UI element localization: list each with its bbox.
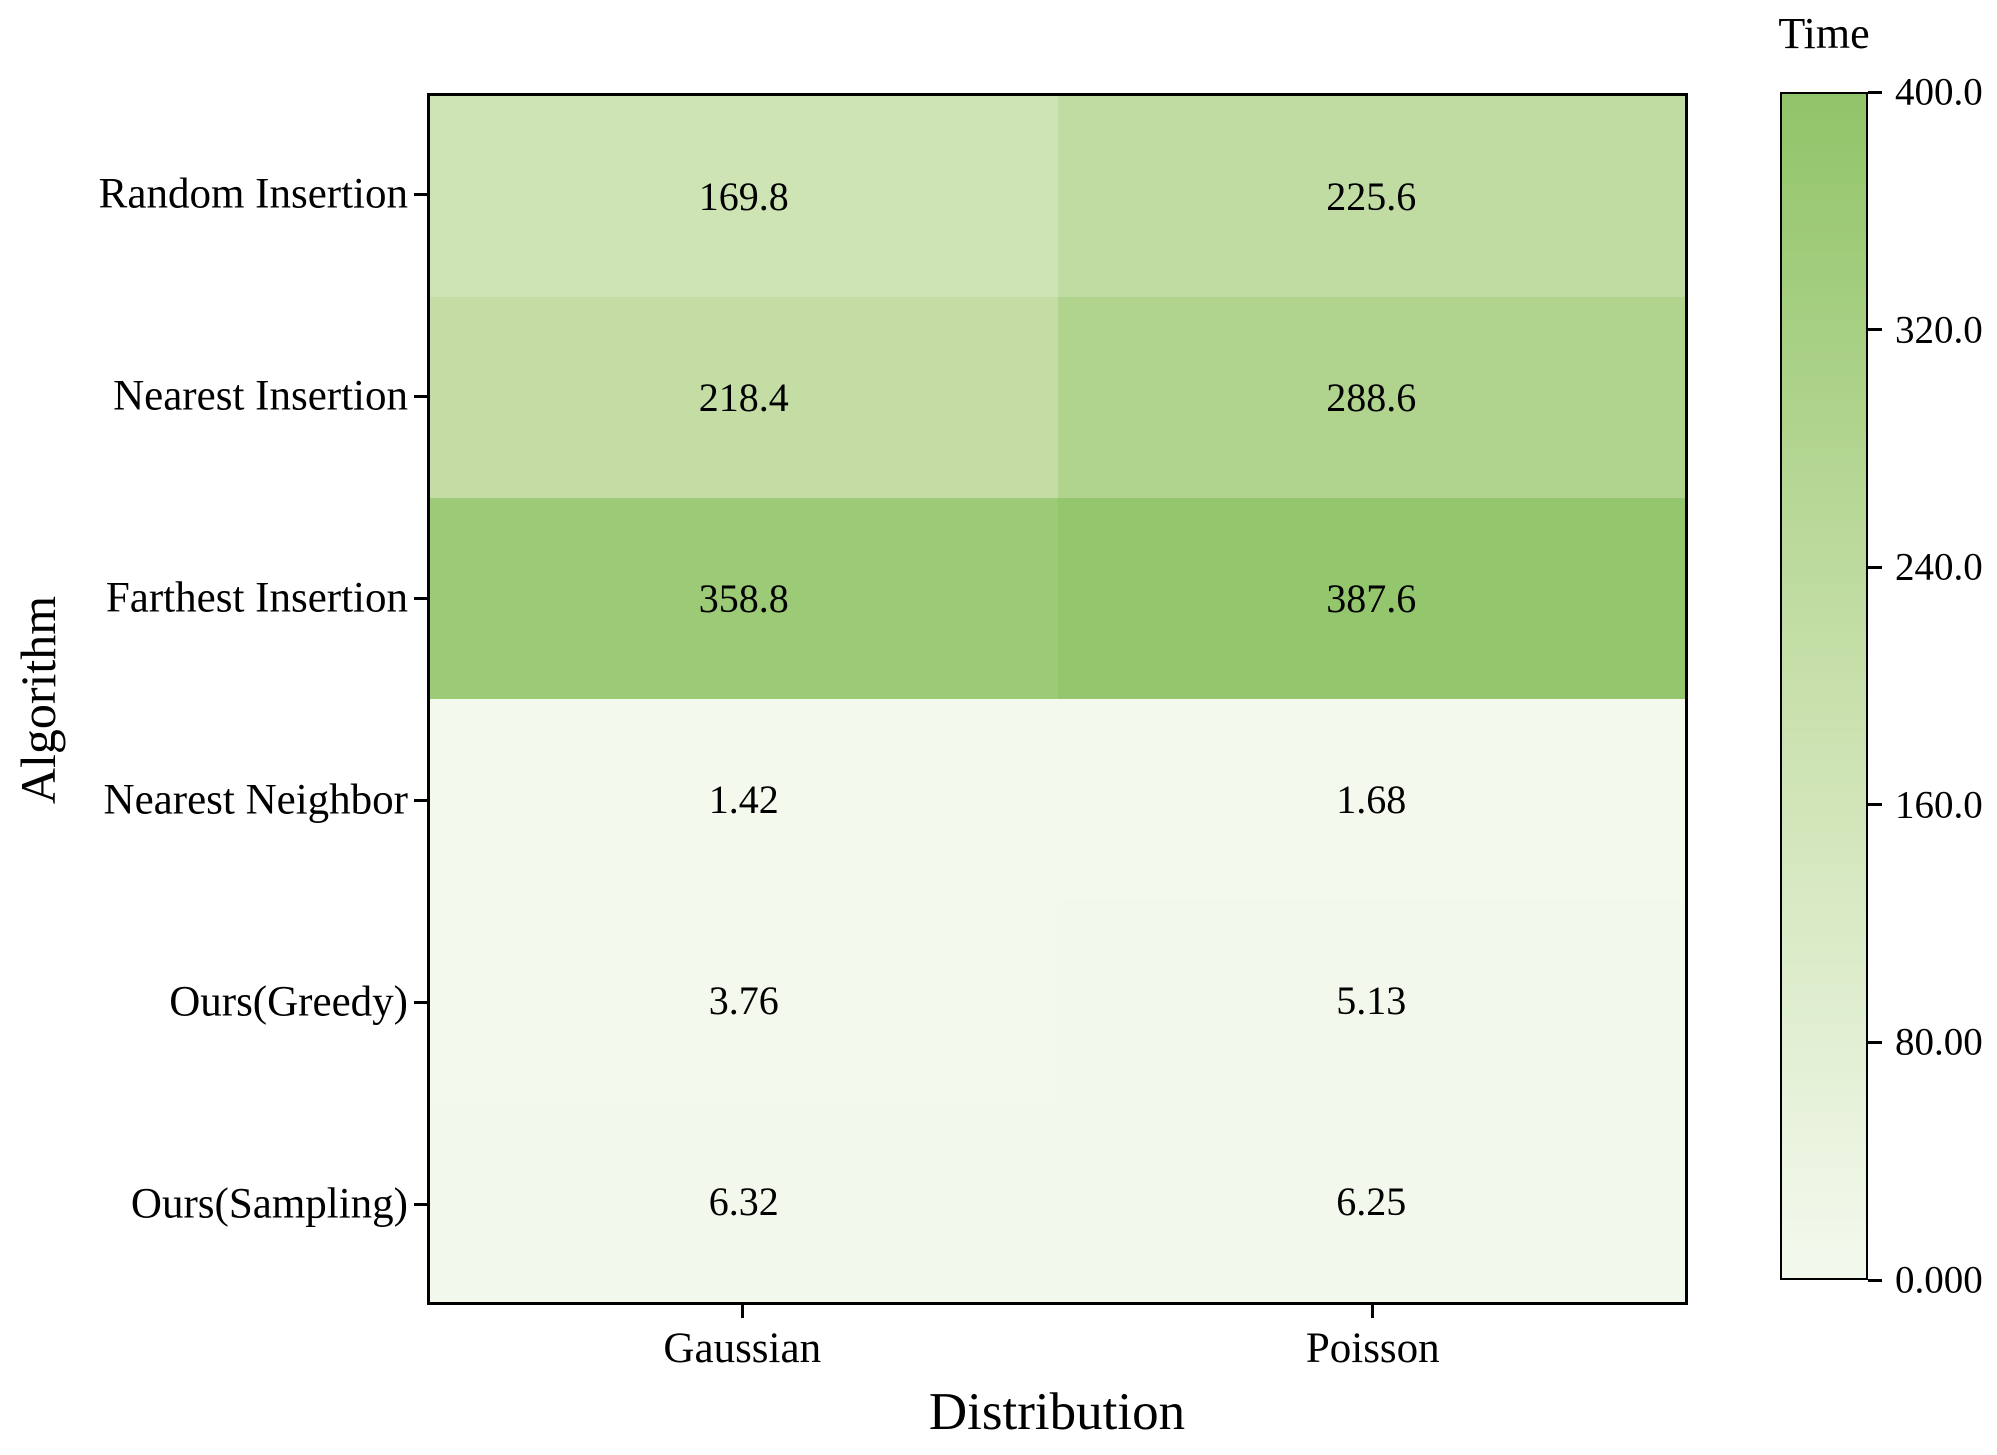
colorbar-tick-mark — [1868, 1278, 1882, 1282]
heatmap-cell: 169.8 — [430, 96, 1058, 297]
cell-value: 5.13 — [1336, 977, 1407, 1023]
heatmap-cell: 3.76 — [430, 900, 1058, 1101]
x-tick-label: Gaussian — [663, 1325, 822, 1372]
y-tick-mark — [414, 192, 427, 196]
colorbar-tick-mark — [1868, 803, 1882, 807]
y-tick-mark — [414, 798, 427, 802]
y-axis-title: Algorithm — [10, 595, 66, 805]
y-tick-label: Random Insertion — [98, 170, 408, 218]
heatmap-cell: 6.25 — [1057, 1101, 1685, 1302]
cell-value: 225.6 — [1326, 173, 1417, 219]
cell-value: 6.32 — [708, 1178, 779, 1224]
colorbar-tick-label: 320.0 — [1895, 308, 1983, 352]
x-tick-mark — [1371, 1305, 1375, 1318]
heatmap-cell: 1.42 — [430, 699, 1058, 900]
heatmap-cell-grid: 169.8 225.6 218.4 288.6 358.8 387.6 1.42 1.68 3.… — [430, 96, 1685, 1302]
colorbar-tick-mark — [1868, 565, 1882, 569]
y-tick-label: Nearest Neighbor — [103, 776, 408, 824]
heatmap-cell: 6.32 — [430, 1101, 1058, 1302]
colorbar-tick-mark — [1868, 328, 1882, 332]
y-tick-label: Ours(Sampling) — [130, 1180, 408, 1228]
colorbar-tick-label: 80.00 — [1895, 1020, 1983, 1064]
cell-value: 218.4 — [698, 374, 789, 420]
heatmap-cell: 358.8 — [430, 498, 1058, 699]
heatmap-cell: 5.13 — [1057, 900, 1685, 1101]
colorbar-tick-label: 0.000 — [1895, 1258, 1983, 1302]
colorbar-tick-label: 240.0 — [1895, 545, 1983, 589]
heatmap-cell: 225.6 — [1057, 96, 1685, 297]
y-tick-label: Ours(Greedy) — [169, 978, 408, 1026]
colorbar-tick-label: 160.0 — [1895, 783, 1983, 827]
y-tick-mark — [414, 1000, 427, 1004]
cell-value: 3.76 — [708, 977, 779, 1023]
heatmap-plot-area: 169.8 225.6 218.4 288.6 358.8 387.6 1.42 1.68 3.… — [427, 93, 1688, 1305]
colorbar — [1780, 92, 1868, 1280]
cell-value: 387.6 — [1326, 575, 1417, 621]
cell-value: 1.68 — [1336, 776, 1407, 822]
y-tick-mark — [414, 1202, 427, 1206]
colorbar-tick-label: 400.0 — [1895, 70, 1983, 114]
y-tick-mark — [414, 596, 427, 600]
colorbar-tick-mark — [1868, 1040, 1882, 1044]
y-tick-mark — [414, 394, 427, 398]
x-axis-title: Distribution — [928, 1383, 1186, 1441]
heatmap-cell: 387.6 — [1057, 498, 1685, 699]
cell-value: 169.8 — [698, 173, 789, 219]
x-tick-label: Poisson — [1305, 1325, 1440, 1372]
cell-value: 288.6 — [1326, 374, 1417, 420]
heatmap-cell: 218.4 — [430, 297, 1058, 498]
cell-value: 6.25 — [1336, 1178, 1407, 1224]
y-tick-label: Nearest Insertion — [113, 372, 408, 420]
colorbar-title: Time — [1778, 9, 1870, 58]
cell-value: 1.42 — [708, 776, 779, 822]
heatmap-cell: 288.6 — [1057, 297, 1685, 498]
colorbar-tick-mark — [1868, 90, 1882, 94]
y-tick-label: Farthest Insertion — [105, 574, 408, 622]
heatmap-cell: 1.68 — [1057, 699, 1685, 900]
cell-value: 358.8 — [698, 575, 789, 621]
x-tick-mark — [740, 1305, 744, 1318]
